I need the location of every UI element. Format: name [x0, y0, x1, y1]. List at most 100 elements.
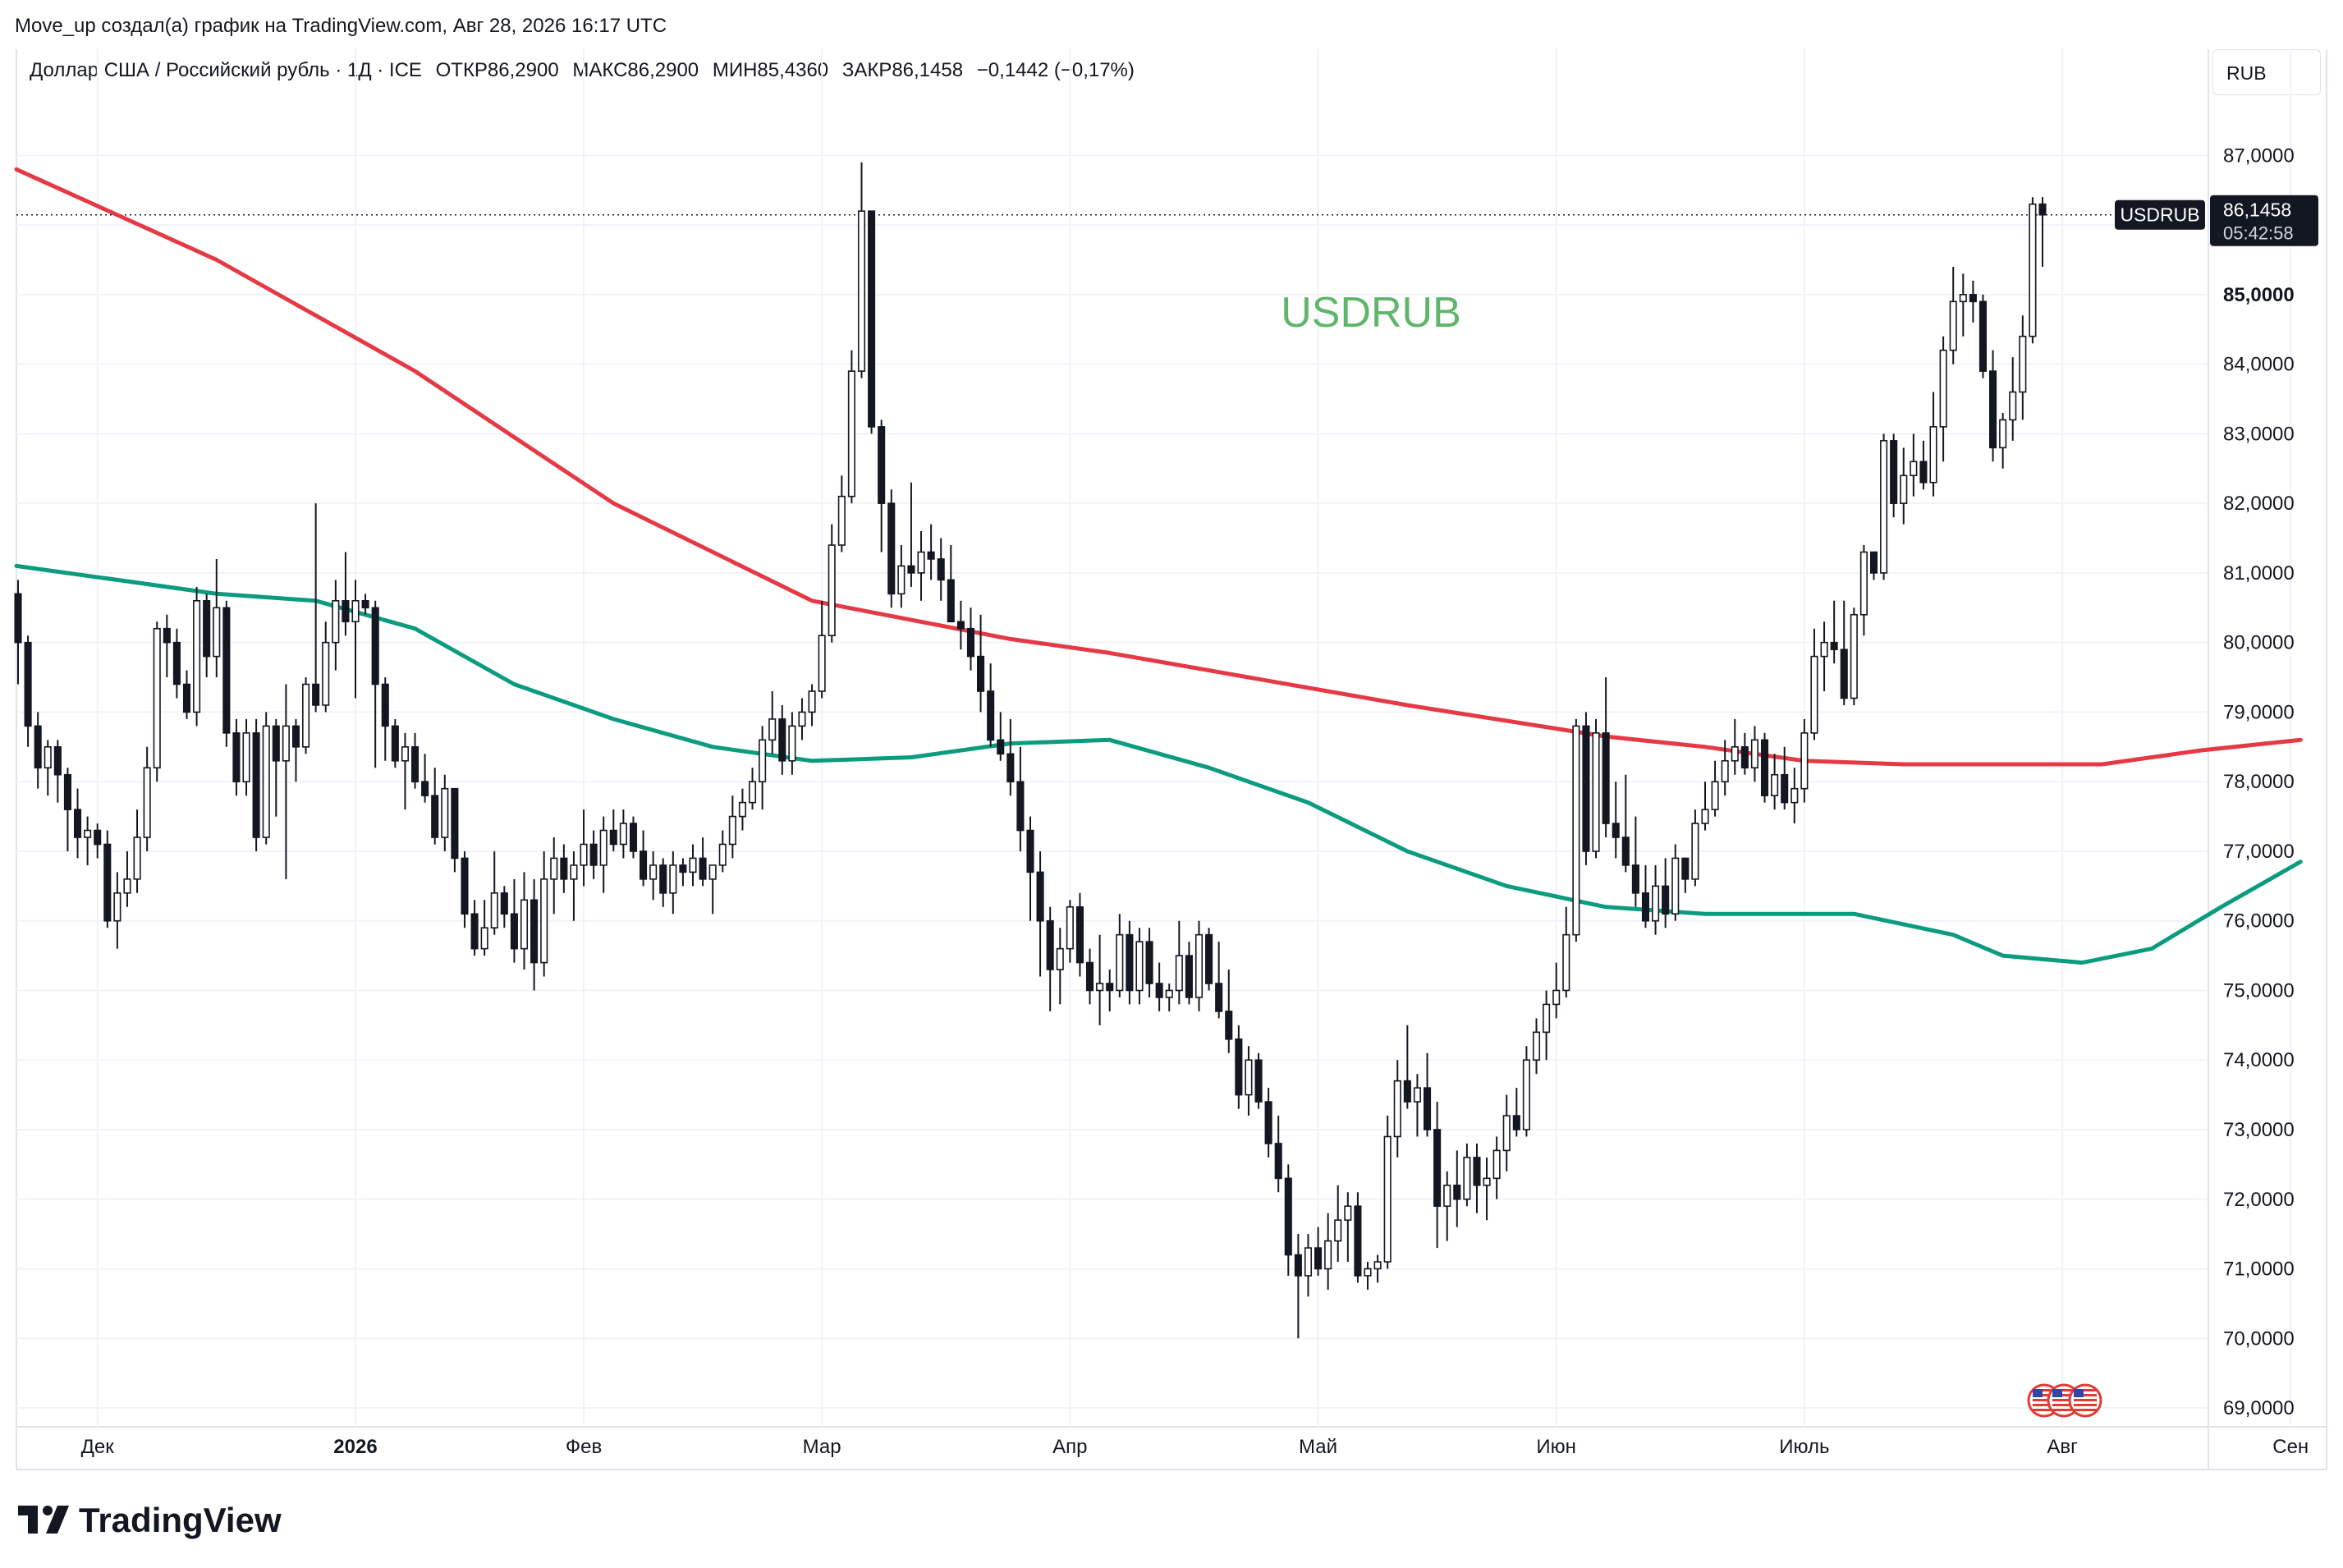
candle-body-up: [550, 857, 558, 880]
candle: [857, 162, 866, 378]
candle-body-up: [788, 725, 796, 762]
candle-body-up: [1562, 933, 1570, 992]
candle: [1135, 928, 1144, 1005]
candle: [371, 600, 379, 768]
candle: [1443, 1171, 1451, 1241]
candle: [1602, 677, 1610, 837]
symbol-legend: Доллар США / Российский рубль · 1Д · ICE…: [30, 59, 1143, 82]
candle-body-up: [847, 370, 855, 497]
candle: [599, 816, 608, 893]
candle: [1502, 1094, 1511, 1171]
candle: [818, 600, 826, 699]
candle-body-down: [1274, 1143, 1282, 1180]
candle-body-up: [718, 843, 727, 866]
candle: [1383, 1116, 1392, 1269]
candle-body-up: [1056, 947, 1064, 970]
candle: [640, 830, 648, 887]
candle-body-up: [1721, 759, 1729, 782]
candle-body-down: [1473, 1157, 1481, 1186]
candle-body-down: [1830, 641, 1838, 650]
candle: [1840, 600, 1848, 705]
candle: [580, 809, 588, 887]
candle: [351, 580, 360, 699]
candle-body-up: [84, 829, 92, 838]
candle-body-down: [451, 787, 459, 860]
candle-body-down: [1453, 1185, 1461, 1200]
y-tick-label: 78,0000: [2223, 771, 2295, 793]
candle: [679, 858, 687, 887]
candle: [1364, 1262, 1372, 1290]
candle-body-up: [1572, 725, 1580, 936]
y-tick-label: 83,0000: [2223, 423, 2295, 445]
candle-body-up: [1959, 294, 1967, 303]
candle: [1483, 1157, 1491, 1221]
flag-canton: [2074, 1389, 2084, 1397]
candle: [1126, 920, 1134, 1005]
candle-body-down: [1016, 781, 1025, 832]
candle-body-up: [759, 739, 767, 782]
candle: [748, 768, 757, 810]
candle: [242, 718, 250, 796]
candle-body-down: [1225, 1011, 1233, 1040]
candle-body-down: [2038, 203, 2047, 216]
candle-body-down: [371, 607, 379, 685]
tradingview-logo[interactable]: TradingView: [18, 1501, 282, 1540]
currency-button[interactable]: RUB: [2212, 49, 2321, 95]
candle-body-down: [1840, 649, 1848, 699]
candle: [1701, 782, 1709, 831]
candle: [461, 850, 469, 928]
candle: [788, 712, 796, 775]
candle-body-up: [1364, 1268, 1372, 1277]
candle: [728, 795, 736, 859]
candle-body-down: [203, 600, 211, 658]
candle: [222, 600, 231, 747]
candle: [312, 503, 320, 713]
candle-body-up: [1880, 440, 1888, 574]
candle-body-down: [172, 641, 181, 685]
candle: [1552, 962, 1561, 1019]
y-tick-label: 74,0000: [2223, 1049, 2295, 1071]
candle-body-down: [342, 600, 350, 623]
candle-body-up: [1324, 1240, 1332, 1270]
y-tick-label: 72,0000: [2223, 1189, 2295, 1211]
candle-body-down: [947, 579, 955, 623]
candle: [1850, 607, 1858, 705]
candle: [1245, 1046, 1253, 1116]
y-tick-label: 82,0000: [2223, 493, 2295, 515]
candle: [53, 740, 62, 803]
candle-body-up: [1096, 983, 1104, 992]
candle: [1681, 857, 1690, 893]
candle-body-up: [480, 927, 488, 950]
candle-body-up: [897, 565, 906, 595]
flag-stripe: [2033, 1404, 2056, 1406]
candle: [1423, 1052, 1432, 1137]
candle: [1711, 760, 1719, 817]
candle: [84, 816, 92, 865]
candle-body-down: [937, 558, 945, 581]
candle-body-down: [73, 809, 82, 838]
candle: [1929, 392, 1937, 497]
candle-body-down: [1681, 857, 1690, 880]
candle-body-down: [1106, 983, 1114, 992]
candle: [1592, 718, 1600, 859]
candle-body-down: [1760, 739, 1769, 796]
candle: [163, 614, 171, 678]
candle: [560, 844, 568, 893]
candle-body-down: [530, 899, 539, 964]
candle-body-down: [1085, 961, 1094, 992]
candle: [956, 600, 965, 650]
candle: [1235, 1025, 1243, 1109]
candle-body-up: [1771, 773, 1779, 796]
candle: [1433, 1102, 1442, 1249]
candle-body-down: [997, 739, 1005, 755]
candle: [878, 420, 886, 552]
candle-body-up: [153, 627, 161, 769]
candle: [500, 886, 508, 928]
symbol-title[interactable]: Доллар США / Российский рубль · 1Д · ICE: [30, 59, 422, 81]
candle: [1473, 1143, 1481, 1213]
event-flags[interactable]: [2027, 1383, 2102, 1418]
candle: [1910, 433, 1918, 497]
candle-body-up: [1175, 955, 1183, 992]
candle-body-down: [1582, 725, 1590, 852]
